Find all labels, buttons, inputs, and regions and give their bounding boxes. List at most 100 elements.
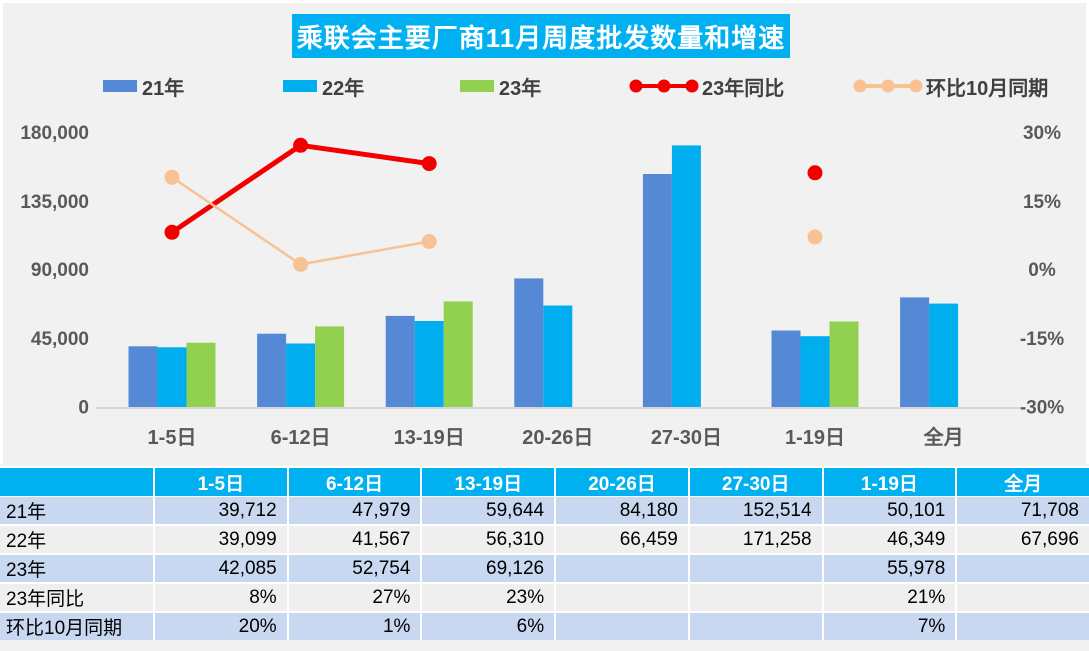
table-cell-23年-13-19日: 69,126	[422, 555, 555, 582]
x-axis-label-6-12日: 6-12日	[271, 427, 331, 449]
legend-label: 23年同比	[702, 77, 785, 100]
line-环比10月同期	[171, 176, 430, 266]
bar-22年-1-19日	[800, 336, 830, 407]
chart-title: 乘联会主要厂商11月周度批发数量和增速	[292, 14, 790, 58]
table-cell-环比10月同期-20-26日	[556, 613, 688, 640]
table-row-label-23年: 23年	[0, 555, 153, 582]
table-cell-环比10月同期-全月	[957, 613, 1089, 640]
bar-21年-6-12日	[257, 333, 287, 407]
line-23年同比	[170, 142, 430, 235]
bar-22年-27-30日	[671, 145, 701, 407]
point-环比10月同期-1-19日	[807, 229, 823, 245]
legend-item-22年: 22年	[283, 72, 364, 100]
table-row-label-环比10月同期: 环比10月同期	[0, 613, 153, 640]
table-cell-22年-13-19日: 56,310	[422, 526, 555, 553]
x-axis-label-全月: 全月	[923, 425, 964, 449]
bar-21年-1-5日	[128, 346, 158, 407]
right-axis-tick: 30%	[1023, 123, 1061, 144]
legend-label: 环比10月同期	[926, 77, 1049, 100]
bar-21年-1-19日	[771, 330, 801, 407]
border-left	[0, 0, 3, 464]
bar-23年-1-19日	[829, 321, 859, 407]
x-axis-label-13-19日: 13-19日	[394, 427, 465, 449]
border-top	[0, 0, 1089, 3]
legend-item-23年: 23年	[460, 72, 541, 100]
left-axis-tick: 180,000	[20, 123, 89, 144]
point-环比10月同期-6-12日	[293, 256, 309, 272]
table-header-6-12日: 6-12日	[288, 468, 421, 496]
bar-22年-6-12日	[286, 343, 316, 407]
left-axis-tick: 135,000	[20, 192, 89, 213]
table-cell-23年同比-全月	[957, 584, 1089, 611]
point-23年同比-6-12日	[293, 137, 309, 153]
x-axis-label-20-26日: 20-26日	[522, 427, 593, 449]
left-axis-tick: 90,000	[31, 260, 89, 281]
legend-label: 23年	[499, 77, 542, 100]
table-cell-22年-20-26日: 66,459	[556, 526, 688, 553]
table-row-label-23年同比: 23年同比	[0, 584, 153, 611]
table-cell-23年同比-27-30日	[689, 584, 822, 611]
point-23年同比-13-19日	[421, 156, 437, 172]
bar-23年-6-12日	[315, 326, 345, 407]
bar-22年-20-26日	[543, 305, 573, 407]
point-23年同比-1-5日	[164, 224, 180, 240]
bar-23年-13-19日	[443, 301, 473, 407]
legend-line-swatch	[853, 79, 923, 93]
right-axis-tick: 0%	[1028, 260, 1056, 281]
table-cell-23年-全月	[957, 555, 1089, 582]
table-cell-环比10月同期-1-19日: 7%	[823, 613, 956, 640]
chart: 180,000 135,000 90,000 45,000 0 30% 15% 0% -15% -…	[20, 123, 1064, 449]
table-cell-23年-27-30日	[689, 555, 822, 582]
table-header-corner	[0, 468, 153, 496]
table-cell-23年-1-19日: 55,978	[823, 555, 956, 582]
legend-item-23年同比: 23年同比	[628, 72, 784, 100]
x-axis-label-1-5日: 1-5日	[148, 427, 197, 449]
table-cell-22年-1-5日: 39,099	[155, 526, 287, 553]
bar-22年-13-19日	[414, 321, 444, 407]
chart-legend: 21年 22年 23年 23年同比 环比10月同期	[0, 72, 1089, 100]
bar-22年-1-5日	[157, 347, 187, 407]
right-axis-tick: -30%	[1020, 398, 1064, 419]
table-cell-环比10月同期-1-5日: 20%	[155, 613, 287, 640]
table-cell-21年-13-19日: 59,644	[422, 497, 555, 524]
legend-label: 21年	[142, 77, 185, 100]
table-header-20-26日: 20-26日	[556, 468, 688, 496]
left-axis-tick: 0	[78, 398, 89, 419]
table-cell-环比10月同期-6-12日: 1%	[288, 613, 421, 640]
table-row-label-21年: 21年	[0, 497, 153, 524]
table-cell-23年-6-12日: 52,754	[288, 555, 421, 582]
legend-bar-swatch	[283, 80, 317, 92]
table-cell-21年-27-30日: 152,514	[689, 497, 822, 524]
table-header-27-30日: 27-30日	[689, 468, 822, 496]
right-axis-tick: 15%	[1023, 192, 1061, 213]
table-cell-23年-20-26日	[556, 555, 688, 582]
point-环比10月同期-13-19日	[421, 234, 437, 249]
table-cell-21年-20-26日: 84,180	[556, 497, 688, 524]
table-cell-23年同比-13-19日: 23%	[422, 584, 555, 611]
table-cell-23年同比-1-19日: 21%	[823, 584, 956, 611]
table-header-1-5日: 1-5日	[155, 468, 287, 496]
table-row-label-22年: 22年	[0, 526, 153, 553]
table-header-全月: 全月	[957, 468, 1089, 496]
table-cell-21年-1-5日: 39,712	[155, 497, 287, 524]
table-cell-23年同比-20-26日	[556, 584, 688, 611]
legend-bar-swatch	[460, 80, 494, 92]
x-axis-label-27-30日: 27-30日	[651, 427, 722, 449]
point-23年同比-1-19日	[807, 165, 823, 181]
x-axis-label-1-19日: 1-19日	[785, 427, 845, 449]
border-right	[1086, 0, 1089, 464]
data-table-grid: 1-5日 6-12日 13-19日 20-26日 27-30日 1-19日 全月 21年 39,…	[0, 468, 1089, 640]
table-cell-21年-1-19日: 50,101	[823, 497, 956, 524]
legend-bar-swatch	[103, 80, 137, 92]
table-header-13-19日: 13-19日	[422, 468, 555, 496]
bar-21年-27-30日	[642, 174, 672, 407]
table-cell-环比10月同期-27-30日	[689, 613, 822, 640]
bar-21年-全月	[900, 297, 930, 407]
legend-label: 22年	[322, 77, 365, 100]
table-cell-21年-全月: 71,708	[957, 497, 1089, 524]
table-cell-22年-27-30日: 171,258	[689, 526, 822, 553]
table-cell-22年-1-19日: 46,349	[823, 526, 956, 553]
legend-item-21年: 21年	[103, 72, 184, 100]
table-cell-22年-全月: 67,696	[957, 526, 1089, 553]
